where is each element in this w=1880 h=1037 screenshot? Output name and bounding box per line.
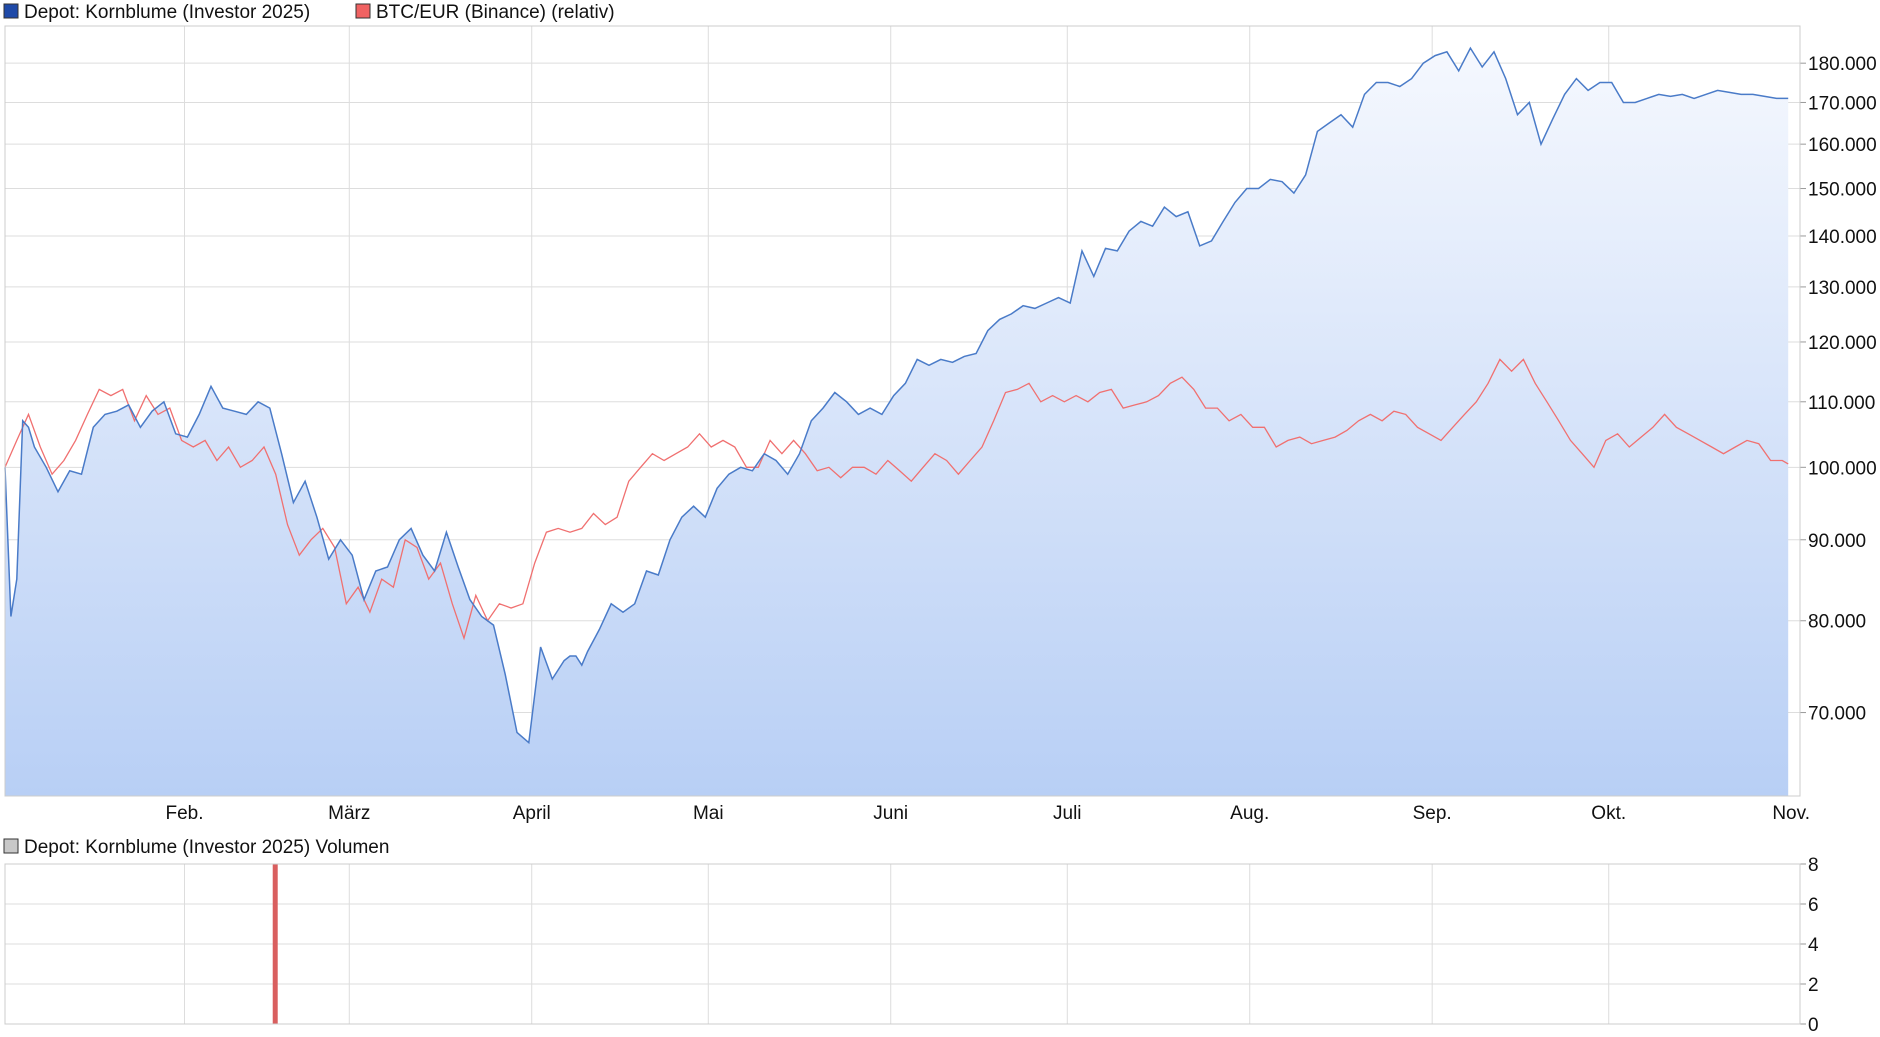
main-y-tick-label: 130.000 [1808, 278, 1877, 299]
volume-y-tick-label: 2 [1808, 975, 1819, 996]
main-y-tick-label: 160.000 [1808, 135, 1877, 156]
main-y-tick-label: 140.000 [1808, 227, 1877, 248]
main-x-tick-label: Okt. [1591, 803, 1626, 824]
depot-area-fill [5, 48, 1789, 797]
main-y-tick-label: 170.000 [1808, 93, 1877, 114]
legend-label-depot: Depot: Kornblume (Investor 2025) [24, 2, 310, 23]
main-x-tick-label: Nov. [1772, 803, 1810, 824]
volume-bars [272, 864, 278, 1024]
legend-swatch-btc [355, 3, 371, 19]
main-x-tick-label: Juli [1053, 803, 1082, 824]
main-y-tick-label: 100.000 [1808, 458, 1877, 479]
main-y-tick-label: 120.000 [1808, 333, 1877, 354]
btc-series-line [4, 358, 1789, 641]
main-y-tick-label: 80.000 [1808, 612, 1866, 633]
main-x-tick-label: März [328, 803, 370, 824]
depot-series-line [4, 46, 1789, 745]
main-x-tick-label: Mai [693, 803, 724, 824]
main-y-tick-label: 110.000 [1808, 393, 1875, 414]
volume-bar [272, 864, 278, 1024]
main-x-axis: Feb. März April Mai Juni Juli Aug. Sep. Okt. Nov. [165, 803, 1810, 824]
main-x-tick-label: Sep. [1413, 803, 1452, 824]
main-x-tick-label: April [513, 803, 551, 824]
volume-y-tick-label: 8 [1808, 855, 1819, 876]
legend-label-volume: Depot: Kornblume (Investor 2025) Volumen [24, 837, 389, 858]
volume-y-tick-label: 0 [1808, 1015, 1819, 1036]
legend-swatch-depot [3, 3, 19, 19]
volume-panel-frame [4, 863, 1801, 1025]
main-x-tick-label: Aug. [1230, 803, 1269, 824]
volume-y-tick-label: 6 [1808, 895, 1819, 916]
volume-y-tick-label: 4 [1808, 935, 1819, 956]
main-x-tick-label: Feb. [165, 803, 203, 824]
main-x-tick-label: Juni [873, 803, 908, 824]
main-y-tick-label: 70.000 [1808, 704, 1866, 725]
main-y-tick-label: 90.000 [1808, 531, 1866, 552]
legend-swatch-volume [3, 838, 19, 854]
main-y-tick-label: 150.000 [1808, 180, 1877, 201]
volume-y-axis: 0 2 4 6 8 [1800, 855, 1819, 1036]
legend-label-btc: BTC/EUR (Binance) (relativ) [376, 2, 615, 23]
main-y-axis: 70.000 80.000 90.000 100.000 110.000 120.000 1… [1800, 54, 1877, 725]
main-y-tick-label: 180.000 [1808, 54, 1877, 75]
main-panel-frame [4, 25, 1801, 797]
